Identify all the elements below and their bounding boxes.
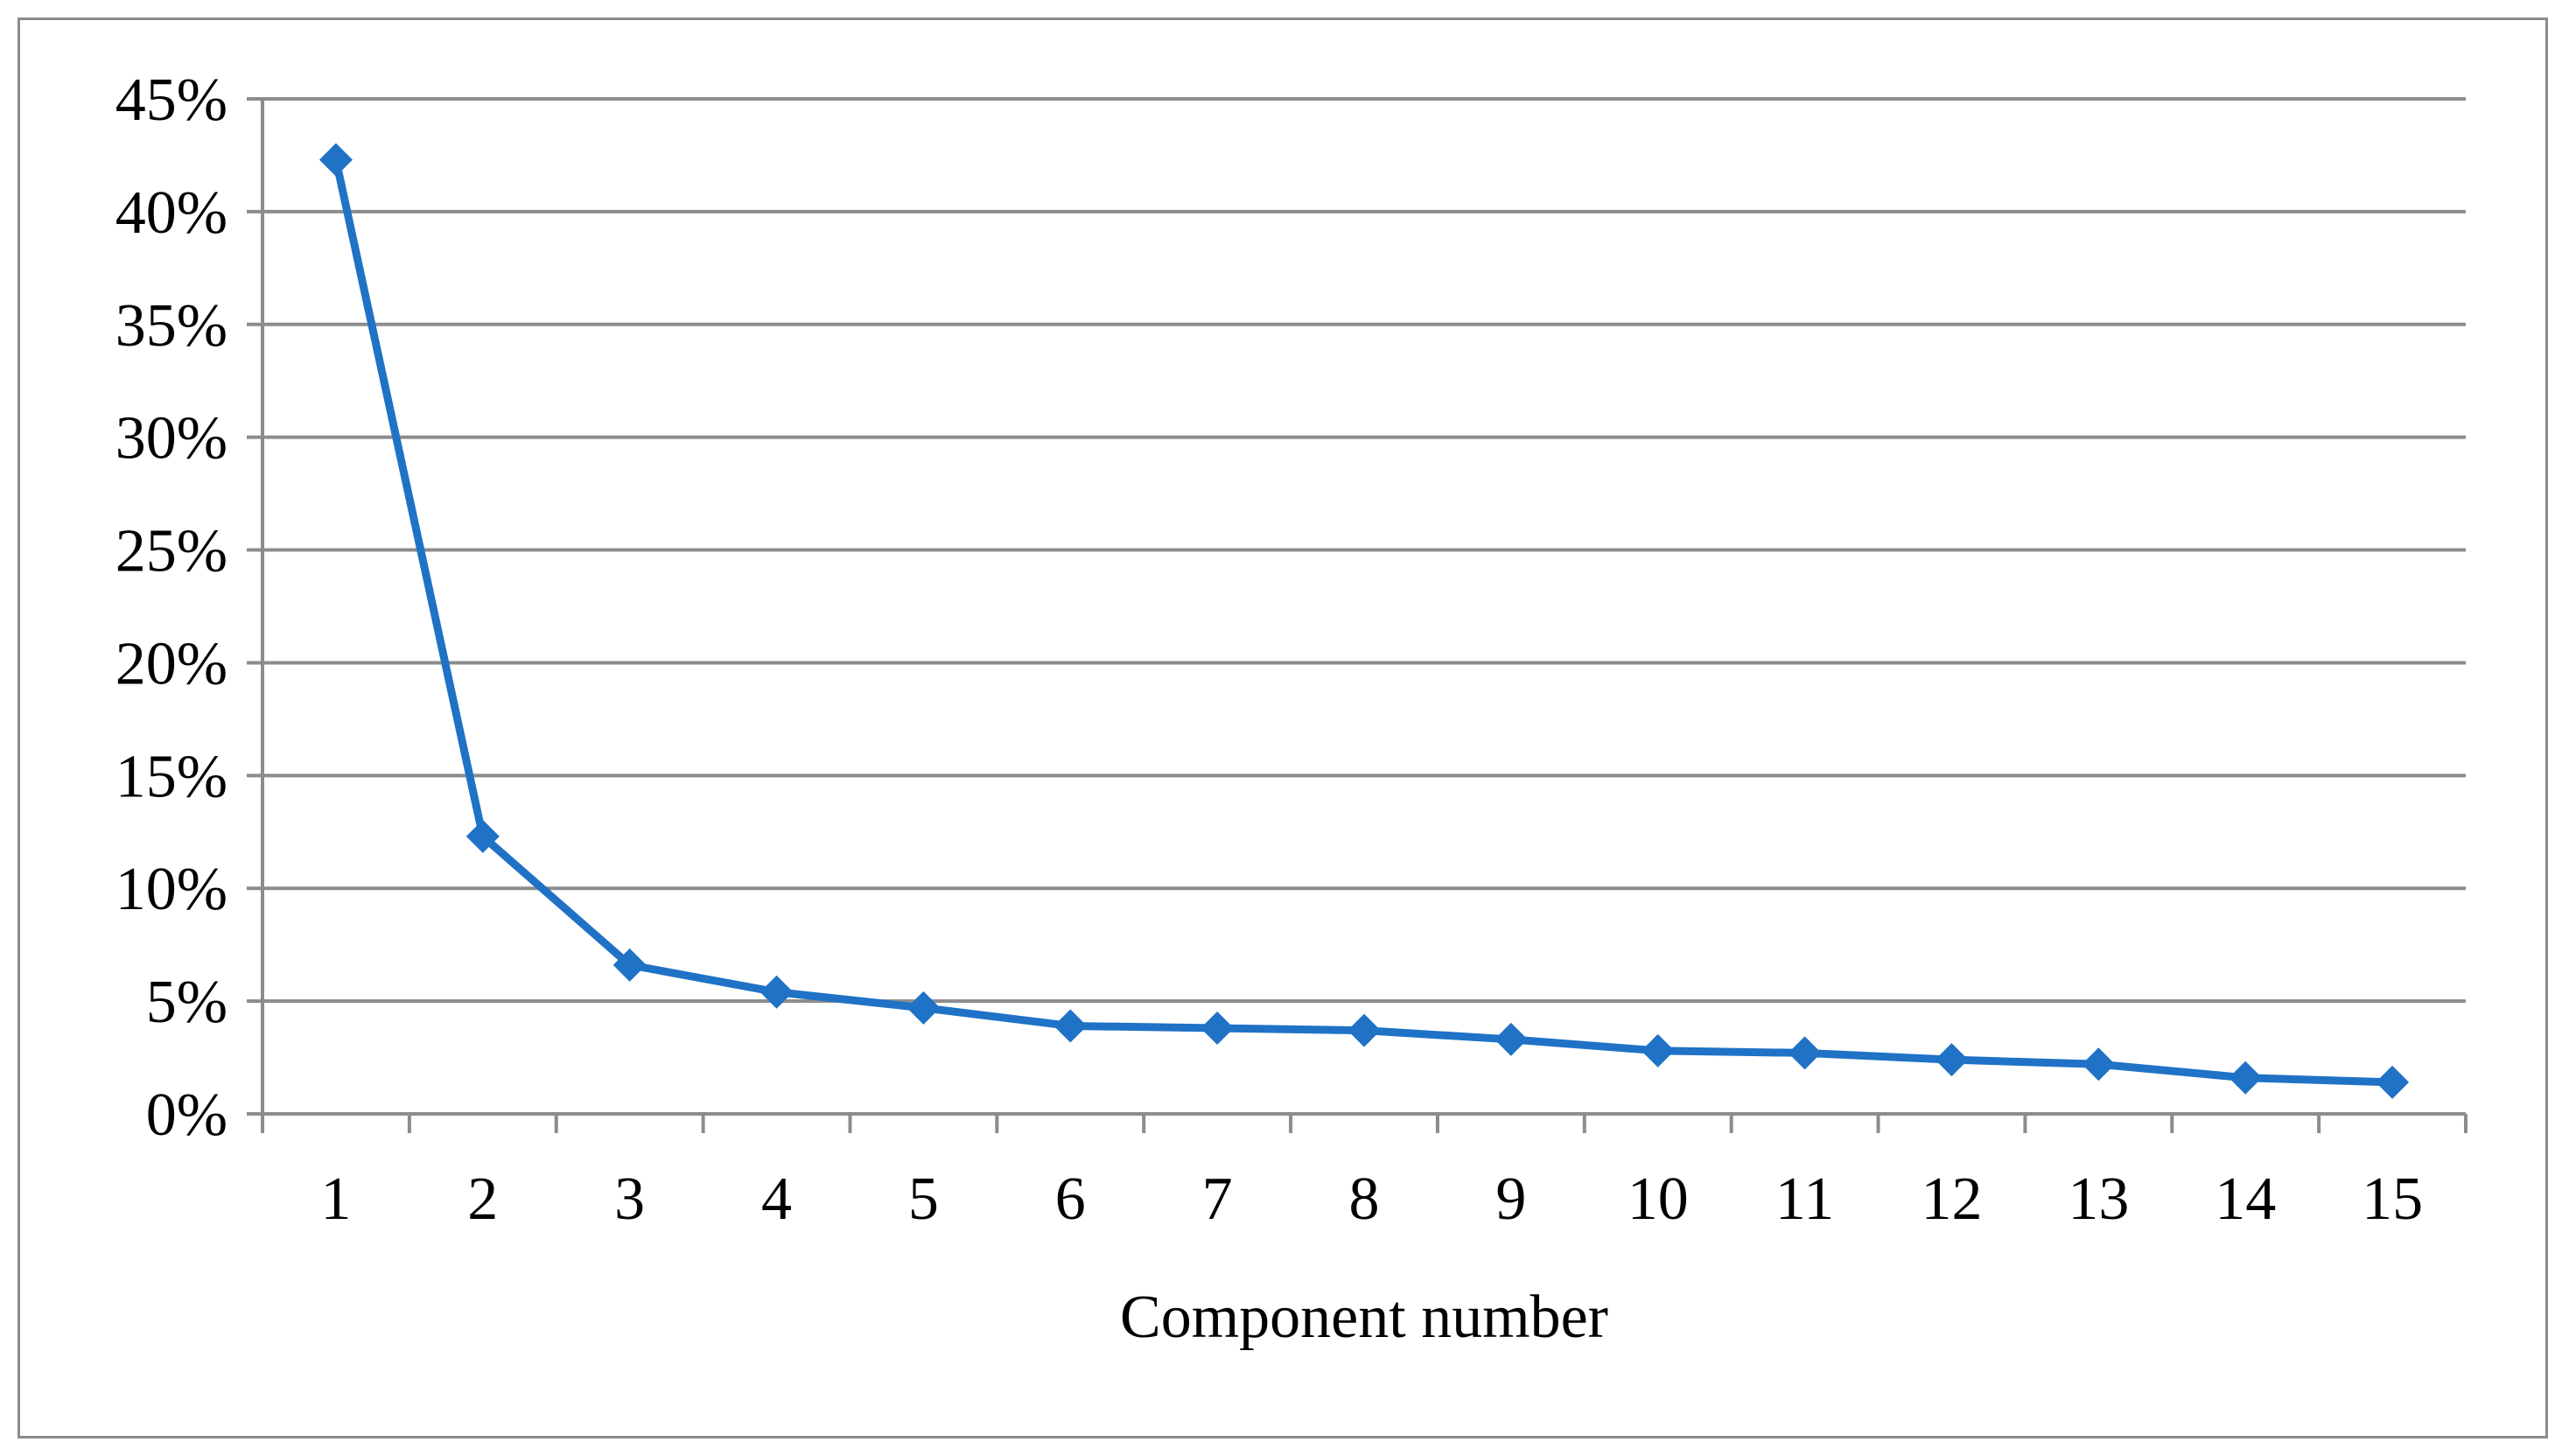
y-tick-labels: 0% 5% 10% 15% 20% 25% 30% 35% 40% 45% [116, 66, 228, 1149]
x-tick-label: 13 [2068, 1166, 2129, 1233]
x-tick-label: 11 [1775, 1166, 1834, 1233]
x-tick-label: 1 [320, 1166, 351, 1233]
x-tick-label: 7 [1202, 1166, 1233, 1233]
data-point [906, 990, 941, 1025]
data-point [318, 143, 353, 177]
y-tick-label: 5% [146, 969, 228, 1036]
x-tick-label: 9 [1495, 1166, 1526, 1233]
y-tick-label: 45% [116, 66, 228, 134]
data-point [760, 975, 794, 1009]
x-tick-label: 15 [2362, 1166, 2423, 1233]
y-tick-label: 10% [116, 856, 228, 923]
x-tick-label: 8 [1349, 1166, 1380, 1233]
x-tick-label: 6 [1055, 1166, 1086, 1233]
y-tick-label: 0% [146, 1082, 228, 1149]
x-tick-label: 5 [908, 1166, 939, 1233]
y-tick-label: 20% [116, 630, 228, 697]
data-point [1788, 1036, 1822, 1070]
data-point [2082, 1047, 2116, 1082]
y-tick-label: 15% [116, 743, 228, 810]
data-point [2229, 1060, 2263, 1095]
x-tick-label: 3 [614, 1166, 645, 1233]
x-tick-label: 4 [761, 1166, 792, 1233]
axes [247, 97, 2468, 1133]
x-tick-label: 12 [1921, 1166, 1982, 1233]
data-point [1348, 1013, 1381, 1047]
data-point [1054, 1009, 1088, 1043]
y-tick-label: 25% [116, 518, 228, 585]
data-point [1494, 1022, 1528, 1056]
x-tick-label: 10 [1628, 1166, 1689, 1233]
data-point [1935, 1043, 1969, 1077]
y-tick-label: 30% [116, 405, 228, 472]
x-tick-label: 2 [467, 1166, 498, 1233]
data-point [1200, 1012, 1235, 1046]
data-point [612, 948, 647, 982]
data-point [2376, 1065, 2410, 1099]
x-tick-label: 14 [2215, 1166, 2276, 1233]
x-axis-title: Component number [1120, 1284, 1608, 1351]
x-tick-labels: 1 2 3 4 5 6 7 8 9 10 11 12 13 14 15 [320, 1166, 2423, 1233]
chart-frame [18, 18, 2548, 1438]
gridlines [262, 97, 2466, 1004]
y-tick-label: 40% [116, 179, 228, 247]
y-tick-label: 35% [116, 292, 228, 360]
series-line [332, 158, 2393, 1087]
data-point [466, 819, 500, 853]
data-series [318, 143, 2410, 1099]
data-point [1641, 1033, 1675, 1068]
